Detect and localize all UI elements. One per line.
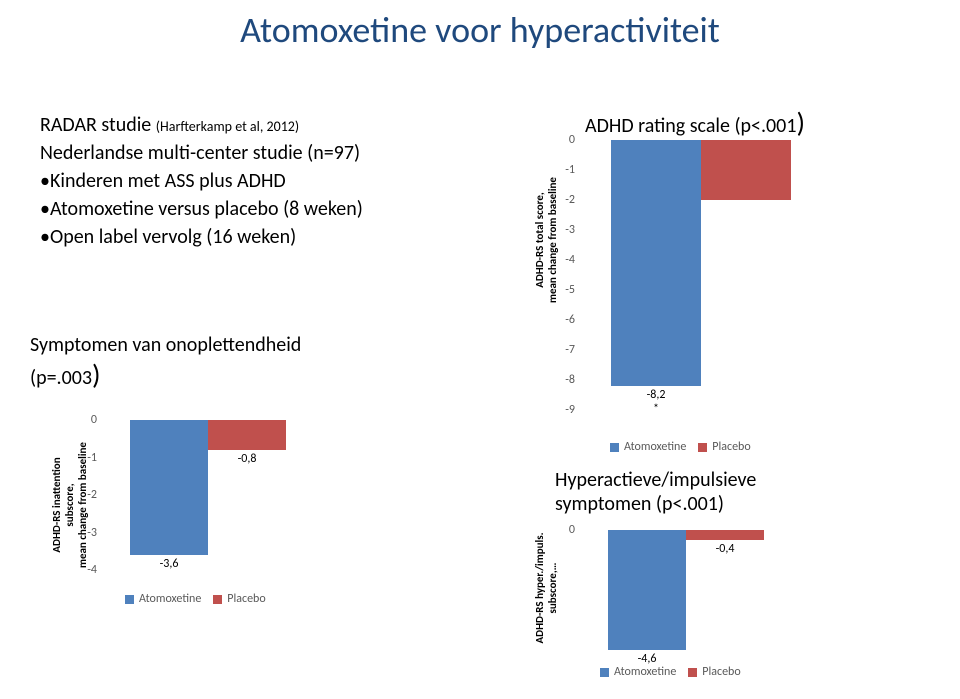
- bar-label: -0,4: [716, 542, 735, 556]
- axis-tick: -5: [545, 283, 575, 297]
- chart3-legend-b: Placebo: [688, 665, 740, 679]
- bar-label: -8,2: [647, 388, 666, 402]
- swatch-placebo: [698, 443, 707, 452]
- swatch-atomoxetine: [610, 443, 619, 452]
- study-description: RADAR studie (Harfterkamp et al, 2012) N…: [40, 110, 470, 252]
- chart1-legend-a-label: Atomoxetine: [139, 592, 201, 606]
- bar: [611, 140, 701, 386]
- chart2-title-b: ): [796, 105, 805, 140]
- section1-a: Symptomen van onoplettendheid: [30, 333, 301, 357]
- bar-label: -4,6: [638, 652, 657, 666]
- section1-label: Symptomen van onoplettendheid (p=.003): [30, 333, 450, 392]
- bullet-1b: (Harfterkamp et al, 2012): [156, 118, 299, 135]
- chart3-legend-b-label: Placebo: [702, 665, 740, 679]
- bullet-2: Nederlandse multi-center studie (n=97): [40, 140, 470, 166]
- chart2-legend-b: Placebo: [698, 440, 750, 454]
- chart1-plot: 0-1-2-3-4-3,6-0,8: [102, 420, 302, 570]
- axis-tick: -4: [67, 563, 97, 577]
- chart3-legend-a-label: Atomoxetine: [614, 665, 676, 679]
- chart3-title: Hyperactieve/impulsieve symptomen (p<.00…: [555, 468, 756, 516]
- chart1-legend-b-label: Placebo: [227, 592, 265, 606]
- chart2-title-a: ADHD rating scale (p<.001: [585, 114, 796, 138]
- bullet-5: •Open label vervolg (16 weken): [40, 224, 470, 250]
- swatch-atomoxetine: [125, 595, 134, 604]
- chart3-legend: Atomoxetine Placebo: [600, 665, 741, 679]
- chart3-title-b: symptomen (p<.001): [555, 492, 724, 516]
- swatch-placebo: [213, 595, 222, 604]
- axis-tick: -4: [545, 253, 575, 267]
- chart2-plot: 0-1-2-3-4-5-6-7-8-9-8,2*: [580, 140, 810, 410]
- chart-total-score: ADHD-RS total score, mean change from ba…: [525, 140, 845, 475]
- axis-tick: 0: [67, 413, 97, 427]
- chart3-ylabel: ADHD-RS hyper./impuls. subscore,…: [533, 528, 559, 648]
- chart2-legend-b-label: Placebo: [712, 440, 750, 454]
- chart1-ylabel: ADHD-RS inattention subscore, mean chang…: [50, 425, 89, 585]
- chart1-legend-b: Placebo: [213, 592, 265, 606]
- axis-tick: -3: [67, 526, 97, 540]
- axis-tick: 0: [545, 133, 575, 147]
- bar: [686, 530, 764, 540]
- chart2-ylabel: ADHD-RS total score, mean change from ba…: [533, 115, 559, 365]
- chart3-title-a: Hyperactieve/impulsieve: [555, 468, 756, 492]
- chart3-legend-a: Atomoxetine: [600, 665, 676, 679]
- axis-tick: -1: [545, 163, 575, 177]
- axis-tick: -2: [545, 193, 575, 207]
- chart2-legend-a: Atomoxetine: [610, 440, 686, 454]
- chart3-plot: 0-4,6-0,4: [580, 530, 780, 650]
- bullet-1a: RADAR studie: [40, 113, 156, 137]
- chart2-title: ADHD rating scale (p<.001): [585, 105, 805, 140]
- section1-c: ): [92, 357, 101, 392]
- chart2-legend-a-label: Atomoxetine: [624, 440, 686, 454]
- bar-label: -0,8: [238, 452, 257, 466]
- page-title: Atomoxetine voor hyperactiviteit: [0, 8, 960, 52]
- axis-tick: -7: [545, 343, 575, 357]
- bar: [608, 530, 686, 650]
- bullet-3: •Kinderen met ASS plus ADHD: [40, 168, 470, 194]
- chart1-legend: Atomoxetine Placebo: [125, 592, 266, 606]
- bar: [208, 420, 286, 450]
- axis-tick: -3: [545, 223, 575, 237]
- axis-tick: -8: [545, 373, 575, 387]
- bullet-4: •Atomoxetine versus placebo (8 weken): [40, 196, 470, 222]
- swatch-placebo: [688, 668, 697, 677]
- chart-hyperactive: ADHD-RS hyper./impuls. subscore,… 0-4,6-…: [525, 530, 815, 690]
- section1-b: (p=.003: [30, 366, 92, 390]
- bar-label: -3,6: [160, 557, 179, 571]
- chart2-legend: Atomoxetine Placebo: [610, 440, 751, 454]
- bullet-1: RADAR studie (Harfterkamp et al, 2012): [40, 112, 470, 138]
- axis-tick: 0: [545, 523, 575, 537]
- bar: [130, 420, 208, 555]
- bar: [701, 140, 791, 200]
- axis-tick: -6: [545, 313, 575, 327]
- significance-star: *: [653, 402, 659, 416]
- axis-tick: -1: [67, 451, 97, 465]
- chart1-legend-a: Atomoxetine: [125, 592, 201, 606]
- chart-inattention: ADHD-RS inattention subscore, mean chang…: [40, 420, 330, 630]
- axis-tick: -2: [67, 488, 97, 502]
- axis-tick: -9: [545, 403, 575, 417]
- swatch-atomoxetine: [600, 668, 609, 677]
